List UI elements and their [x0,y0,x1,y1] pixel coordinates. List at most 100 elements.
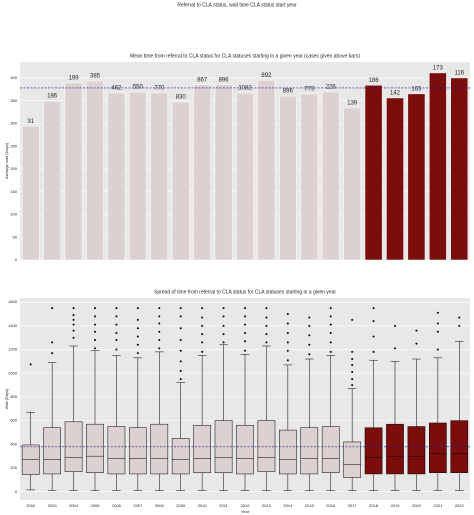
outlier [179,339,182,342]
outlier [179,349,182,352]
y-tick-label: 400 [10,441,17,446]
outlier [179,378,182,381]
outlier [29,363,32,366]
x-tick-label: 2020 [412,503,422,508]
x-tick-label: 2005 [91,503,101,508]
x-tick-label: 2010 [198,503,208,508]
outlier [265,341,268,344]
outlier [136,318,139,321]
outlier [115,348,118,351]
y-tick-label: 1600 [8,299,18,304]
outlier [222,307,225,310]
bar [321,91,340,261]
outlier [244,315,246,318]
chart-title: Mean time from referral to CLA status fo… [130,53,360,59]
outlier [72,318,75,321]
bar [193,84,211,261]
outlier [136,307,139,310]
outlier [158,347,161,350]
bar-label: 186 [47,94,58,100]
x-tick-label: 2017 [348,503,358,508]
outlier [244,340,246,343]
bar-label: 385 [90,74,101,80]
outlier [351,318,354,321]
outlier [179,327,182,330]
bar-label: 1082 [238,86,252,92]
outlier [222,333,225,336]
outlier [372,307,375,310]
x-tick-label: 2021 [433,503,443,508]
outlier [94,339,96,342]
bar-label: 550 [133,85,144,91]
outlier [286,331,289,334]
y-tick-label: 200 [10,465,17,470]
box [171,438,190,475]
outlier [286,312,289,315]
outlier [286,322,289,325]
bar [43,100,61,261]
outlier [308,343,311,346]
outlier [394,324,396,327]
outlier [94,315,96,318]
bar [107,92,126,261]
outlier [351,363,354,366]
y-tick-label: 600 [10,418,17,423]
outlier [136,327,139,330]
box [86,423,104,474]
x-tick-label: 2003 [48,503,58,508]
outlier [308,353,311,356]
x-tick-label: 2014 [283,503,293,508]
outlier [351,378,354,381]
outlier [201,324,204,327]
bar [364,84,383,261]
outlier [329,341,332,344]
x-tick-label: 2002 [26,503,36,508]
y-tick-label: 0 [15,489,18,494]
bar [407,93,426,261]
figure-title: Referral to CLA status, wait time CLA st… [177,2,297,8]
y-tick-label: 300 [10,121,17,126]
outlier [351,350,354,353]
bar [450,77,469,261]
outlier [244,349,246,352]
outlier [244,307,246,310]
outlier [436,311,439,314]
outlier [115,307,118,310]
bar [257,79,276,261]
bar [86,80,104,261]
outlier [51,341,54,344]
x-tick-label: 2012 [241,503,251,508]
outlier [158,315,161,318]
bar-label: 770 [154,86,165,92]
y-tick-label: 200 [10,166,17,171]
x-tick-label: 2022 [455,503,465,508]
outlier [286,359,289,362]
bar-label: 867 [197,77,208,83]
box [343,441,361,478]
box [236,425,254,475]
box [257,420,276,472]
bar [214,84,233,261]
bar-label: 142 [390,91,401,97]
bar [64,82,83,261]
bar [343,107,361,261]
outlier [179,369,182,372]
bar-label: 116 [454,71,464,77]
outlier [72,329,75,332]
y-tick-label: 1400 [8,323,18,328]
outlier [308,316,311,319]
box [279,429,297,475]
bar-label: 186 [369,78,380,84]
x-tick-label: 2015 [305,503,315,508]
box [321,426,340,474]
y-tick-label: 400 [10,75,17,80]
outlier [372,350,375,353]
outlier [136,335,139,338]
outlier [286,349,289,352]
y-tick-label: 1200 [8,347,18,352]
bar-label: 462 [111,86,122,92]
x-tick-label: 2018 [369,503,379,508]
y-tick-label: 1000 [8,370,18,375]
outlier [415,342,418,345]
